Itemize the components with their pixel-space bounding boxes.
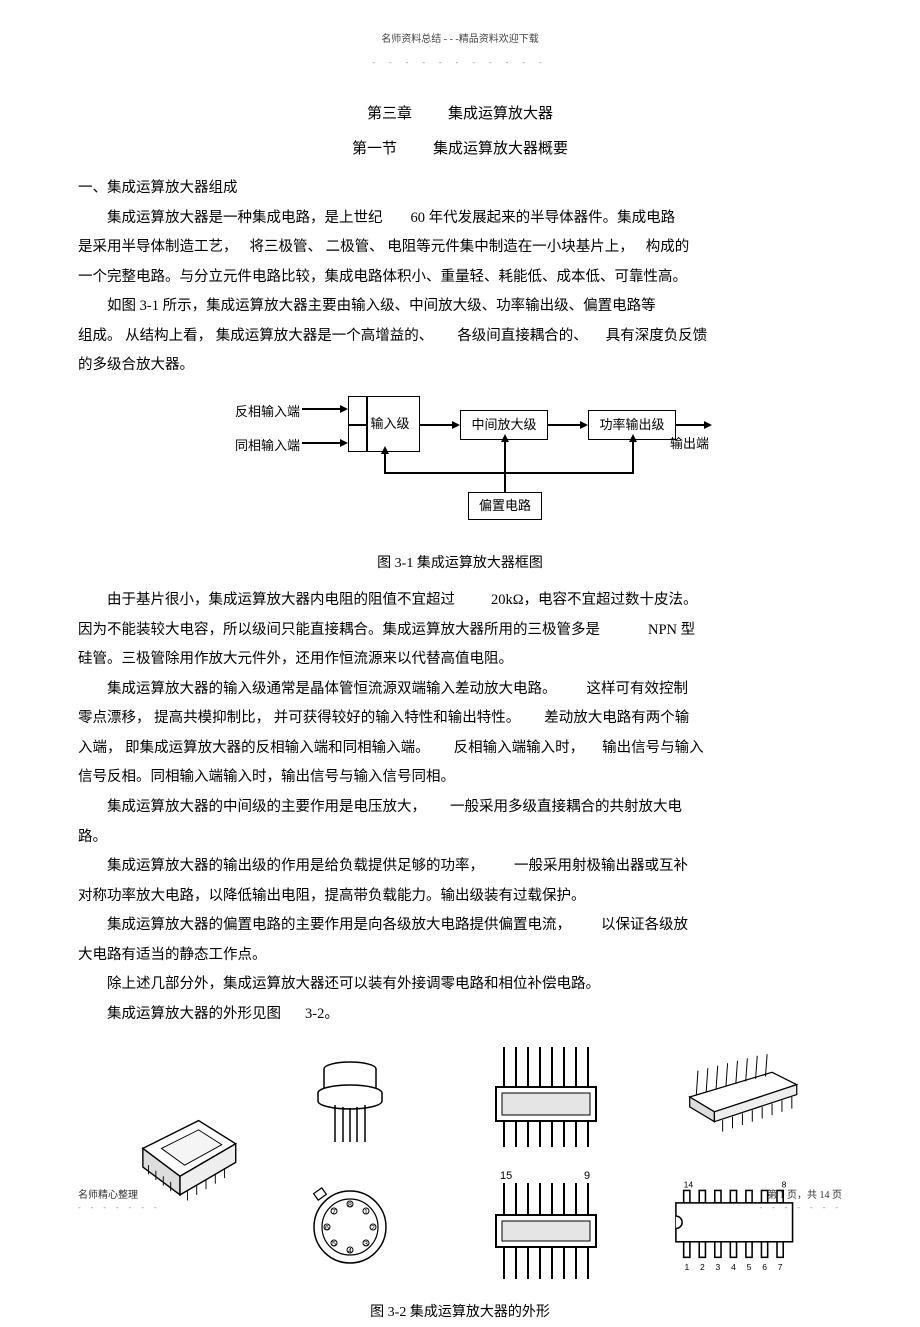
p1-d: 将三极管、 二极管、 电阻等元件集中制造在一小块基片上，: [250, 239, 634, 255]
chapter-title: 第三章 集成运算放大器: [78, 100, 842, 129]
p4-e: 入端， 即集成运算放大器的反相输入端和同相输入端。: [78, 740, 430, 756]
pin-num-7: 7: [778, 1262, 783, 1272]
svg-text:3: 3: [364, 1241, 368, 1248]
figure-3-1: 反相输入端 同相输入端 − + 输入级 中间放大级 功率输出级 输出端 偏置电路: [78, 392, 842, 543]
p9-a: 集成运算放大器的外形见图: [107, 1006, 281, 1022]
footer-right-dots: - - - - - - -: [759, 1200, 842, 1215]
output-label: 输出端: [670, 432, 709, 457]
svg-text:8: 8: [348, 1202, 352, 1209]
svg-text:6: 6: [325, 1225, 329, 1232]
pin-label-9: 9: [584, 1170, 590, 1182]
para-4h: 信号反相。同相输入端输入时，输出信号与输入信号同相。: [78, 764, 842, 792]
p3-a: 由于基片很小，集成运算放大器内电阻的阻值不宜超过: [107, 592, 455, 608]
box1-label: 输入级: [370, 412, 409, 437]
p4-c: 零点漂移， 提高共模抑制比， 并可获得较好的输入特性和输出特性。: [78, 710, 520, 726]
para-4: 集成运算放大器的输入级通常是晶体管恒流源双端输入差动放大电路。 这样可有效控制: [78, 676, 842, 704]
pin-label-15: 15: [500, 1170, 512, 1182]
p1-c: 是采用半导体制造工艺，: [78, 239, 238, 255]
p1-b: 60 年代发展起来的半导体器件。集成电路: [411, 210, 676, 226]
p7-a: 集成运算放大器的偏置电路的主要作用是向各级放大电路提供偏置电流，: [107, 917, 571, 933]
p5-a: 集成运算放大器的中间级的主要作用是电压放大，: [107, 799, 426, 815]
pkg-flatpack-bottom: 15 9: [455, 1162, 635, 1292]
para-1f: 一个完整电路。与分立元件电路比较，集成电路体积小、重量轻、耗能低、成本低、可靠性…: [78, 264, 842, 292]
svg-text:2: 2: [371, 1225, 375, 1232]
para-5c: 路。: [78, 824, 842, 852]
p3-b: 20kΩ，电容不宜超过数十皮法。: [491, 592, 698, 608]
p2-d: 具有深度负反馈: [606, 328, 708, 344]
svg-text:7: 7: [332, 1209, 336, 1216]
p1-a: 集成运算放大器是一种集成电路，是上世纪: [107, 210, 383, 226]
p9-b: 3-2。: [305, 1006, 339, 1022]
pin-num-5: 5: [747, 1262, 752, 1272]
para-2e: 的多级合放大器。: [78, 352, 842, 380]
pkg-to-can-side: [275, 1042, 425, 1152]
svg-text:4: 4: [348, 1248, 352, 1255]
pin-num-3: 3: [716, 1262, 721, 1272]
p2-b: 组成。 从结构上看， 集成运算放大器是一个高增益的、: [78, 328, 433, 344]
para-4e: 入端， 即集成运算放大器的反相输入端和同相输入端。 反相输入端输入时， 输出信号与输…: [78, 735, 842, 763]
p4-a: 集成运算放大器的输入级通常是晶体管恒流源双端输入差动放大电路。: [107, 681, 557, 697]
para-9: 集成运算放大器的外形见图 3-2。: [78, 1001, 842, 1029]
p4-b: 这样可有效控制: [587, 681, 689, 697]
section-label: 第一节: [352, 141, 397, 157]
pin-num-2: 2: [700, 1262, 705, 1272]
para-3: 由于基片很小，集成运算放大器内电阻的阻值不宜超过 20kΩ，电容不宜超过数十皮法。: [78, 587, 842, 615]
para-7: 集成运算放大器的偏置电路的主要作用是向各级放大电路提供偏置电流， 以保证各级放: [78, 912, 842, 940]
inv-input-label: 反相输入端: [210, 400, 300, 425]
pin-num-6: 6: [762, 1262, 767, 1272]
section-name: 集成运算放大器概要: [433, 141, 568, 157]
doc-top-header: 名师资料总结 - - -精品资料欢迎下载: [78, 30, 842, 49]
para-6: 集成运算放大器的输出级的作用是给负载提供足够的功率， 一般采用射极输出器或互补: [78, 853, 842, 881]
p2-c: 各级间直接耦合的、: [457, 328, 588, 344]
chapter-label: 第三章: [367, 106, 412, 122]
para-3c: 因为不能装较大电容，所以级间只能直接耦合。集成运算放大器所用的三极管多是 NPN …: [78, 617, 842, 645]
p1-e: 构成的: [646, 239, 690, 255]
pkg-dip-front: 14 8 1 2 3 4 5 6: [665, 1162, 805, 1292]
fig-3-2-caption: 图 3-2 集成运算放大器的外形: [78, 1300, 842, 1327]
para-7c: 大电路有适当的静态工作点。: [78, 942, 842, 970]
p5-b: 一般采用多级直接耦合的共射放大电: [450, 799, 682, 815]
p6-a: 集成运算放大器的输出级的作用是给负载提供足够的功率，: [107, 858, 484, 874]
para-4c: 零点漂移， 提高共模抑制比， 并可获得较好的输入特性和输出特性。 差动放大电路有两…: [78, 705, 842, 733]
para-3e: 硅管。三极管除用作放大元件外，还用作恒流源来以代替高值电阻。: [78, 646, 842, 674]
p3-c: 因为不能装较大电容，所以级间只能直接耦合。集成运算放大器所用的三极管多是: [78, 622, 600, 638]
para-6c: 对称功率放大电路，以降低输出电阻，提高带负载能力。输出级装有过载保护。: [78, 883, 842, 911]
para-2b: 组成。 从结构上看， 集成运算放大器是一个高增益的、 各级间直接耦合的、 具有深度负…: [78, 323, 842, 351]
box-bias: 偏置电路: [468, 492, 542, 520]
fig-3-1-caption: 图 3-1 集成运算放大器框图: [78, 551, 842, 578]
pin-label-14: 14: [684, 1180, 694, 1190]
section-title: 第一节 集成运算放大器概要: [78, 135, 842, 164]
para-1c: 是采用半导体制造工艺， 将三极管、 二极管、 电阻等元件集中制造在一小块基片上， 构…: [78, 234, 842, 262]
p4-d: 差动放大电路有两个输: [544, 710, 689, 726]
para-8: 除上述几部分外，集成运算放大器还可以装有外接调零电路和相位补偿电路。: [78, 971, 842, 999]
pin-num-1: 1: [684, 1262, 689, 1272]
svg-text:5: 5: [332, 1241, 336, 1248]
para-5: 集成运算放大器的中间级的主要作用是电压放大， 一般采用多级直接耦合的共射放大电: [78, 794, 842, 822]
subheading-1: 一、集成运算放大器组成: [78, 175, 842, 203]
p6-b: 一般采用射极输出器或互补: [514, 858, 688, 874]
noninv-input-label: 同相输入端: [210, 434, 300, 459]
figure-3-2: 8 1 2 3 4 5 6 7 15 9: [130, 1042, 790, 1292]
pkg-dip-3d: [665, 1042, 805, 1152]
pkg-flatpack-top: [455, 1042, 635, 1152]
p7-b: 以保证各级放: [601, 917, 688, 933]
chapter-name: 集成运算放大器: [448, 106, 553, 122]
doc-top-dots: - - - - - - - - - - -: [78, 55, 842, 70]
footer-left-dots: - - - - - - -: [78, 1200, 161, 1215]
para-1: 集成运算放大器是一种集成电路，是上世纪 60 年代发展起来的半导体器件。集成电路: [78, 205, 842, 233]
pkg-to-can-bottom: 8 1 2 3 4 5 6 7: [275, 1162, 425, 1292]
p4-f: 反相输入端输入时，: [454, 740, 585, 756]
pkg-plcc-3d: [115, 1042, 245, 1292]
p3-d: NPN 型: [648, 622, 695, 638]
para-2: 如图 3-1 所示，集成运算放大器主要由输入级、中间放大级、功率输出级、偏置电路…: [78, 293, 842, 321]
svg-text:1: 1: [364, 1209, 368, 1216]
pin-num-4: 4: [731, 1262, 736, 1272]
p4-g: 输出信号与输入: [602, 740, 704, 756]
